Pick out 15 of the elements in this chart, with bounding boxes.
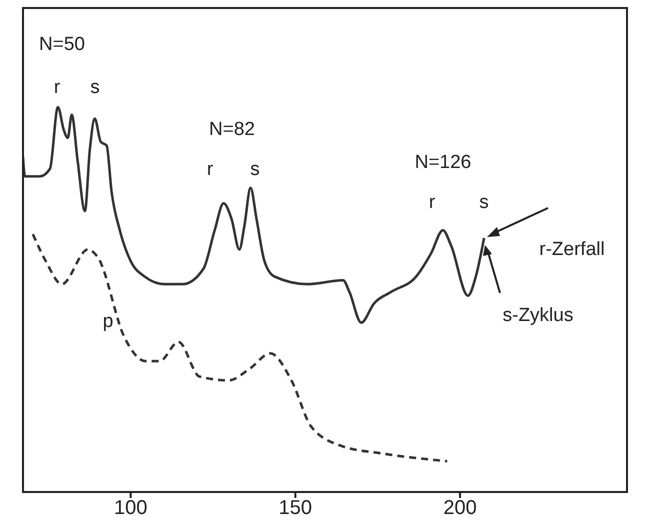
annotation: N=82 — [209, 119, 255, 140]
annotation: r — [428, 192, 436, 214]
annotation: s-Zyklus — [502, 305, 574, 326]
annotation: s — [250, 159, 260, 180]
annotation: p — [102, 311, 114, 332]
annotation: N=126 — [414, 152, 472, 174]
annotation: r-Zerfall — [539, 239, 605, 260]
text: N=50 — [39, 34, 85, 56]
x-tick-label: 200 — [443, 497, 477, 520]
annotation: s — [479, 192, 489, 214]
annotation: r — [206, 159, 214, 180]
text: s — [90, 77, 100, 98]
x-tick-label: 150 — [278, 497, 312, 520]
text: r — [54, 77, 61, 98]
x-tick-label: 100 — [114, 497, 148, 520]
